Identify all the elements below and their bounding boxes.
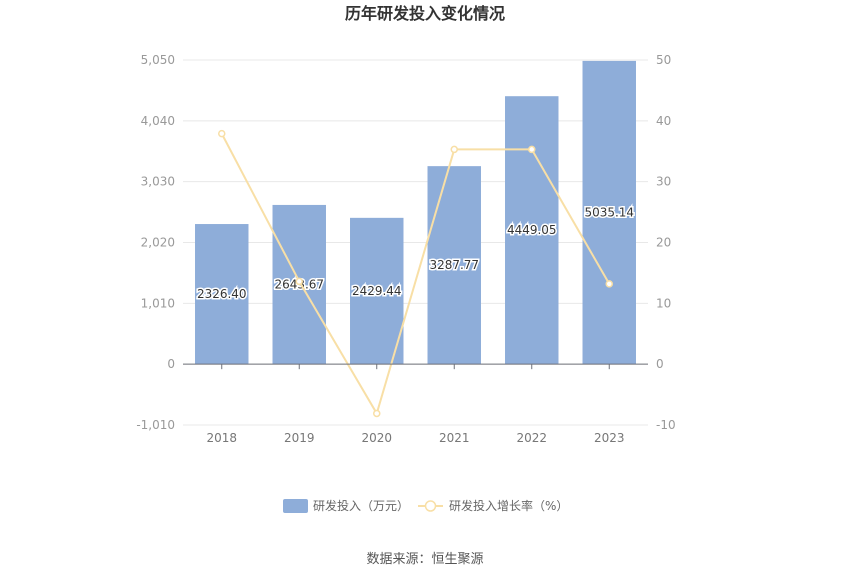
- y-right-tick-label: 20: [656, 236, 671, 250]
- legend-line-label: 研发投入增长率（%）: [449, 498, 568, 513]
- line-point: [605, 280, 613, 288]
- x-tick-label: 2021: [439, 431, 470, 445]
- bar: [505, 96, 559, 365]
- y-right-tick-label: -10: [656, 418, 676, 432]
- growth-rate-line: [220, 133, 611, 416]
- line-point: [528, 145, 536, 154]
- bar: [582, 60, 636, 365]
- bar-series: 2326.402643.672429.443287.774449.055035.…: [195, 60, 636, 365]
- source-note: 数据来源：恒生聚源: [366, 552, 483, 567]
- bar-value-label: 2429.44: [352, 284, 402, 298]
- line-series: [218, 129, 613, 418]
- y-left-tick-label: 0: [167, 357, 175, 371]
- y-right-tick-label: 50: [656, 53, 671, 67]
- grid-lines: [183, 59, 648, 426]
- line-point: [218, 129, 226, 138]
- line-point: [373, 409, 381, 418]
- x-tick-label: 2018: [206, 431, 237, 445]
- x-tick-label: 2020: [361, 431, 392, 445]
- y-left-tick-label: 3,030: [141, 175, 175, 189]
- x-axis: 2018 2019 2020 2021 2022 2023: [183, 363, 648, 445]
- chart-title: 历年研发投入变化情况: [345, 4, 505, 23]
- bar: [427, 166, 481, 365]
- legend-line-marker: [424, 500, 437, 512]
- bar-value-label: 5035.14: [584, 206, 634, 220]
- y-left-tick-label: 2,020: [141, 236, 175, 250]
- y-right-tick-label: 40: [656, 114, 671, 128]
- legend-bar-swatch: [283, 499, 308, 513]
- line-point: [450, 145, 458, 154]
- y-axis-left: -1,010 0 1,010 2,020 3,030 4,040 5,050: [136, 53, 175, 432]
- y-left-tick-label: 1,010: [141, 296, 175, 310]
- bar-value-label: 3287.77: [429, 258, 479, 272]
- x-tick-label: 2023: [594, 431, 625, 445]
- x-tick-label: 2022: [516, 431, 547, 445]
- y-right-tick-label: 0: [656, 357, 664, 371]
- y-left-tick-label: 4,040: [141, 114, 175, 128]
- legend[interactable]: 研发投入（万元） 研发投入增长率（%）: [283, 498, 568, 513]
- line-point: [295, 277, 303, 286]
- y-right-tick-label: 10: [656, 296, 671, 310]
- bar-value-label: 4449.05: [507, 223, 557, 237]
- y-right-tick-label: 30: [656, 175, 671, 189]
- y-left-tick-label: -1,010: [136, 418, 175, 432]
- bar-value-label: 2326.40: [197, 287, 247, 301]
- bar: [350, 217, 404, 365]
- y-left-tick-label: 5,050: [141, 53, 175, 67]
- bar: [195, 224, 249, 365]
- y-axis-right: -10 0 10 20 30 40 50: [656, 53, 676, 432]
- x-tick-label: 2019: [284, 431, 315, 445]
- legend-bar-label: 研发投入（万元）: [313, 498, 409, 513]
